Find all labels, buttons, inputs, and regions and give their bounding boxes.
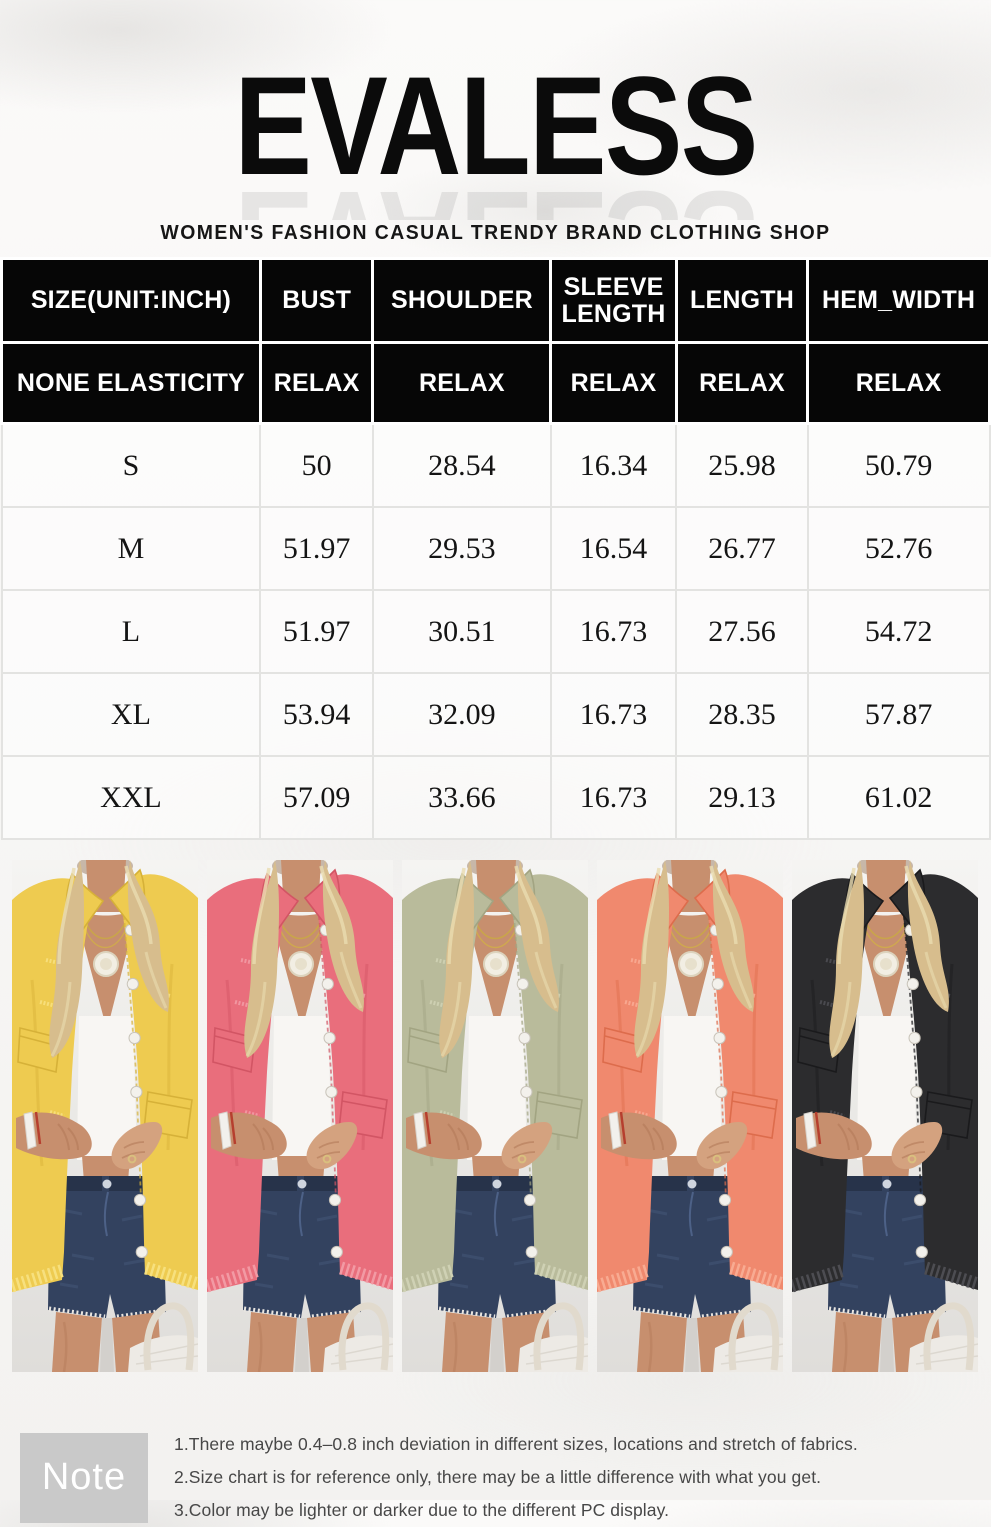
brand-header: EVALESS EVALESS WOMEN'S FASHION CASUAL T… [0,0,991,245]
brand-title: EVALESS [234,47,758,204]
brand-title-reflection: EVALESS [0,184,991,220]
product-photo-coral-orange [597,860,783,1372]
measurement-value: 57.87 [806,672,991,757]
size-chart-table: SIZE(UNIT:INCH) BUST SHOULDER SLEEVE LENGTH… [0,257,991,840]
note-line-2: 2.Size chart is for reference only, ther… [174,1467,822,1487]
note-line-1: 1.There maybe 0.4–0.8 inch deviation in … [174,1434,858,1454]
size-row-xl: XL 53.94 32.09 16.73 28.35 57.87 [0,672,991,757]
product-color-photos [0,860,991,1372]
measurement-value: 30.51 [371,589,552,674]
size-label: L [0,589,262,674]
elasticity-header-row: NONE ELASTICITY RELAX RELAX RELAX RELAX RELAX [0,341,991,425]
product-photo-pink [207,860,393,1372]
measurement-value: 51.97 [259,589,374,674]
measurement-header-row: SIZE(UNIT:INCH) BUST SHOULDER SLEEVE LENGTH… [0,257,991,344]
size-row-l: L 51.97 30.51 16.73 27.56 54.72 [0,589,991,674]
measurement-value: 28.35 [675,672,809,757]
elasticity-value: RELAX [806,341,991,425]
size-row-xxl: XXL 57.09 33.66 16.73 29.13 61.02 [0,755,991,840]
measurement-value: 26.77 [675,506,809,591]
elasticity-header: NONE ELASTICITY [0,341,262,425]
measurement-value: 29.13 [675,755,809,840]
size-label: M [0,506,262,591]
elasticity-value: RELAX [674,341,810,425]
measurement-value: 54.72 [806,589,991,674]
measurement-value: 52.76 [806,506,991,591]
column-header-size-unit-inch: SIZE(UNIT:INCH) [0,257,262,344]
size-label: S [0,422,262,508]
brand-tagline: WOMEN'S FASHION CASUAL TRENDY BRAND CLOT… [160,222,831,244]
note-lines: 1.There maybe 0.4–0.8 inch deviation in … [174,1428,858,1527]
measurement-value: 16.73 [549,672,678,757]
measurement-value: 33.66 [371,755,552,840]
note-section: Note 1.There maybe 0.4–0.8 inch deviatio… [0,1428,991,1527]
measurement-value: 50 [259,422,374,508]
product-photo-sage-green [402,860,588,1372]
size-label: XL [0,672,262,757]
measurement-value: 27.56 [675,589,809,674]
measurement-value: 28.54 [371,422,552,508]
measurement-value: 50.79 [806,422,991,508]
measurement-value: 29.53 [371,506,552,591]
note-line-3: 3.Color may be lighter or darker due to … [174,1500,670,1520]
measurement-value: 51.97 [259,506,374,591]
measurement-value: 61.02 [806,755,991,840]
measurement-value: 16.73 [549,589,678,674]
column-header-shoulder: SHOULDER [371,257,553,344]
measurement-value: 57.09 [259,755,374,840]
size-row-s: S 50 28.54 16.34 25.98 50.79 [0,422,991,508]
size-table-header: SIZE(UNIT:INCH) BUST SHOULDER SLEEVE LENGTH… [0,257,991,425]
measurement-value: 53.94 [259,672,374,757]
column-header-hem-width: HEM_WIDTH [806,257,991,344]
size-label: XXL [0,755,262,840]
elasticity-value: RELAX [258,341,375,425]
measurement-value: 25.98 [675,422,809,508]
measurement-value: 32.09 [371,672,552,757]
column-header-sleeve-length: SLEEVE LENGTH [549,257,678,344]
product-photo-black [792,860,978,1372]
measurement-value: 16.73 [549,755,678,840]
size-table-body: S 50 28.54 16.34 25.98 50.79 M 51.97 29.53 16.54 2… [0,422,991,840]
elasticity-value: RELAX [371,341,553,425]
size-row-m: M 51.97 29.53 16.54 26.77 52.76 [0,506,991,591]
product-photo-yellow [12,860,198,1372]
measurement-value: 16.34 [549,422,678,508]
column-header-length: LENGTH [674,257,810,344]
measurement-value: 16.54 [549,506,678,591]
column-header-bust: BUST [258,257,375,344]
elasticity-value: RELAX [549,341,678,425]
note-label: Note [20,1432,148,1523]
